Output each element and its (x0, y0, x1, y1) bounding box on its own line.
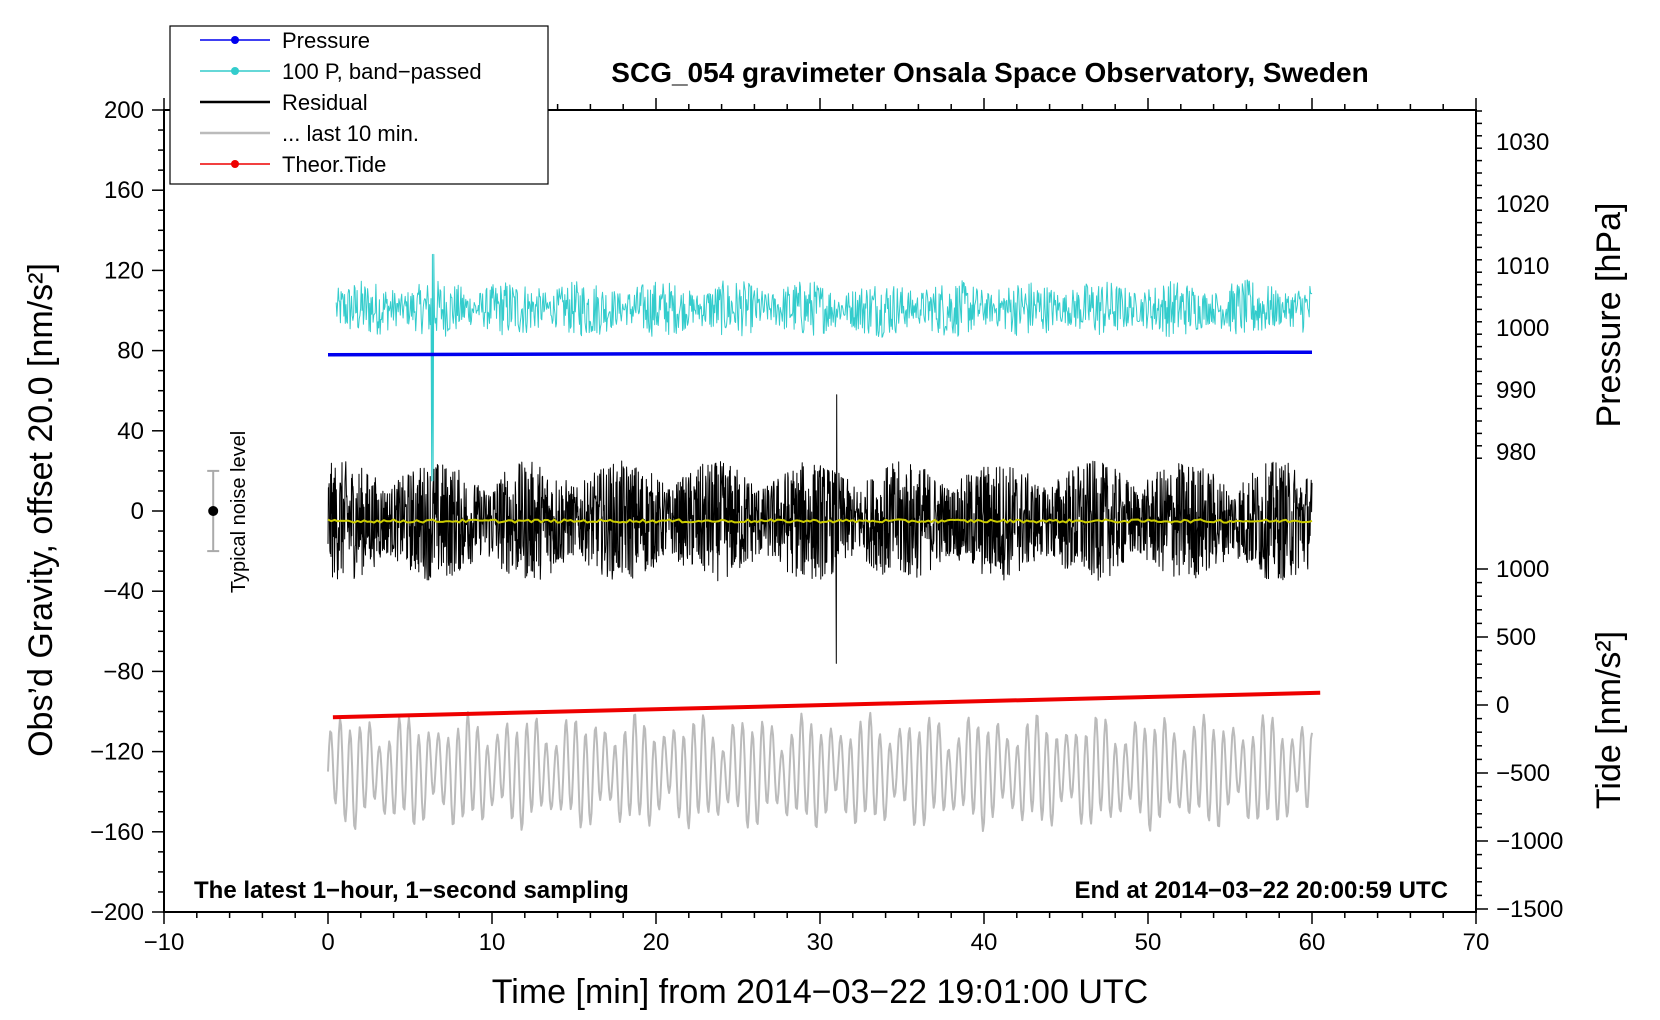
pressure-tick-label: 980 (1496, 439, 1536, 466)
x-tick-label: 60 (1299, 929, 1326, 956)
legend-marker (231, 67, 239, 75)
tide-tick-label: 0 (1496, 692, 1509, 719)
pressure-tick-label: 990 (1496, 377, 1536, 404)
legend-marker (231, 36, 239, 44)
y-tick-label: 0 (131, 498, 144, 525)
tide-tick-label: −500 (1496, 760, 1550, 787)
y-tick-labels: −200 −160 −120 −80 −40 0 40 80 120 160 200 (90, 97, 144, 926)
axis-ticks (152, 98, 1488, 924)
annotation-end-time: End at 2014−03−22 20:00:59 UTC (1074, 877, 1448, 904)
pressure-tick-label: 1020 (1496, 191, 1549, 218)
x-tick-label: 40 (971, 929, 998, 956)
noise-center-dot (208, 506, 219, 516)
y-tick-label: −200 (90, 899, 144, 926)
pressure-tick-label: 1030 (1496, 129, 1549, 156)
y-tick-label: 200 (104, 97, 144, 124)
legend-marker (231, 160, 239, 168)
series-residual-smoothed (327, 518, 1313, 524)
tide-tick-labels: −1500 −1000 −500 0 500 1000 (1496, 556, 1563, 923)
x-tick-label: 70 (1463, 929, 1490, 956)
y-tick-label: 40 (117, 418, 144, 445)
x-tick-labels: −10 0 10 20 30 40 50 60 70 (144, 929, 1490, 956)
tide-tick-label: −1500 (1496, 896, 1563, 923)
pressure-tick-label: 1000 (1496, 315, 1549, 342)
legend-label: 100 P, band−passed (282, 59, 482, 84)
y-tick-label: 80 (117, 338, 144, 365)
series-residual (327, 394, 1313, 664)
y-tick-label: 160 (104, 177, 144, 204)
tide-tick-label: −1000 (1496, 828, 1563, 855)
y-axis-title-tide: Tide [nm/s²] (1590, 631, 1628, 809)
legend-label: Pressure (282, 28, 370, 53)
series-pressure-band-passed (335, 253, 1313, 482)
legend-box (169, 25, 549, 185)
noise-label: Typical noise level (228, 431, 250, 593)
pressure-tick-label: 1010 (1496, 253, 1549, 280)
y-tick-label: 120 (104, 257, 144, 284)
y-axis-title-text: Obs’d Gravity, offset 20.0 [nm/s²] (22, 263, 60, 757)
annotation-sampling: The latest 1−hour, 1−second sampling (194, 877, 629, 904)
tide-tick-label: 500 (1496, 624, 1536, 651)
y-tick-label: −80 (103, 658, 144, 685)
y-axis-title-left: Obs’d Gravity, offset 20.0 [nm/s²] (22, 263, 60, 757)
legend: Pressure 100 P, band−passed Residual ... la… (169, 25, 549, 185)
x-tick-label: 0 (321, 929, 334, 956)
data-series (327, 253, 1321, 832)
x-tick-label: −10 (144, 929, 185, 956)
legend-label: ... last 10 min. (282, 121, 419, 146)
noise-indicator: Typical noise level (207, 431, 250, 593)
y-axis-title-pressure: Pressure [hPa] (1590, 203, 1628, 428)
x-axis-title: Time [min] from 2014−03−22 19:01:00 UTC (492, 973, 1148, 1011)
x-tick-label: 10 (479, 929, 506, 956)
y-tick-label: −160 (90, 819, 144, 846)
legend-label: Theor.Tide (282, 152, 386, 177)
x-tick-label: 30 (807, 929, 834, 956)
y-tick-label: −120 (90, 739, 144, 766)
legend-label: Residual (282, 90, 368, 115)
y-tick-label: −40 (103, 578, 144, 605)
series-theoretical-tide (332, 690, 1321, 720)
series-last-10-min (327, 711, 1313, 832)
series-pressure (327, 350, 1313, 357)
tide-tick-label: 1000 (1496, 556, 1549, 583)
x-tick-label: 50 (1135, 929, 1162, 956)
x-tick-label: 20 (643, 929, 670, 956)
chart-title: SCG_054 gravimeter Onsala Space Observat… (611, 57, 1368, 88)
pressure-tick-labels: 980 990 1000 1010 1020 1030 (1496, 129, 1549, 466)
